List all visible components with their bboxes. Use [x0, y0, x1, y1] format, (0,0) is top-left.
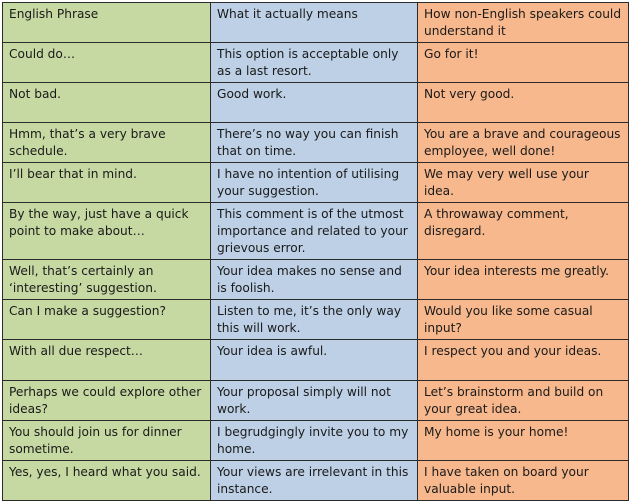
english-phrase-cell: You should join us for dinner sometime. — [2, 420, 211, 461]
interpretation-cell: Not very good. — [417, 82, 629, 123]
interpretation-cell: You are a brave and courageous employee,… — [417, 122, 629, 163]
meaning-cell: This comment is of the utmost importance… — [210, 202, 418, 260]
meaning-cell: This option is acceptable only as a last… — [210, 42, 418, 83]
interpretation-cell: Go for it! — [417, 42, 629, 83]
header-non-english-understanding: How non-English speakers could understan… — [417, 2, 629, 43]
table-row: With all due respect… Your idea is awful… — [2, 339, 629, 381]
table-row: Hmm, that’s a very brave schedule. There… — [2, 122, 629, 163]
meaning-cell: Your idea is awful. — [210, 339, 418, 381]
table-row: You should join us for dinner sometime. … — [2, 420, 629, 461]
interpretation-cell: Would you like some casual input? — [417, 299, 629, 340]
english-phrase-cell: I’ll bear that in mind. — [2, 162, 211, 203]
table-row: Perhaps we could explore other ideas? Yo… — [2, 380, 629, 421]
header-actual-meaning: What it actually means — [210, 2, 418, 43]
english-phrase-cell: Not bad. — [2, 82, 211, 123]
interpretation-cell: A throwaway comment, disregard. — [417, 202, 629, 260]
interpretation-cell: Your idea interests me greatly. — [417, 259, 629, 300]
table-row: By the way, just have a quick point to m… — [2, 202, 629, 260]
header-english-phrase: English Phrase — [2, 2, 211, 43]
table-row: Not bad. Good work. Not very good. — [2, 82, 629, 123]
interpretation-cell: We may very well use your idea. — [417, 162, 629, 203]
interpretation-cell: I have taken on board your valuable inpu… — [417, 460, 629, 501]
table-row: Could do… This option is acceptable only… — [2, 42, 629, 83]
table-row: Can I make a suggestion? Listen to me, i… — [2, 299, 629, 340]
meaning-cell: Your views are irrelevant in this instan… — [210, 460, 418, 501]
table-row: Yes, yes, I heard what you said. Your vi… — [2, 460, 629, 501]
meaning-cell: Your idea makes no sense and is foolish. — [210, 259, 418, 300]
english-phrase-cell: Can I make a suggestion? — [2, 299, 211, 340]
english-phrase-cell: Hmm, that’s a very brave schedule. — [2, 122, 211, 163]
table-row: I’ll bear that in mind. I have no intent… — [2, 162, 629, 203]
english-phrase-cell: Well, that’s certainly an ‘interesting’ … — [2, 259, 211, 300]
english-phrase-cell: Could do… — [2, 42, 211, 83]
english-phrase-cell: By the way, just have a quick point to m… — [2, 202, 211, 260]
interpretation-cell: I respect you and your ideas. — [417, 339, 629, 381]
meaning-cell: I begrudgingly invite you to my home. — [210, 420, 418, 461]
header-row: English Phrase What it actually means Ho… — [2, 2, 629, 43]
interpretation-cell: My home is your home! — [417, 420, 629, 461]
meaning-cell: Listen to me, it’s the only way this wil… — [210, 299, 418, 340]
interpretation-cell: Let’s brainstorm and build on your great… — [417, 380, 629, 421]
meaning-cell: Your proposal simply will not work. — [210, 380, 418, 421]
meaning-cell: Good work. — [210, 82, 418, 123]
meaning-cell: There’s no way you can finish that on ti… — [210, 122, 418, 163]
english-phrase-cell: Yes, yes, I heard what you said. — [2, 460, 211, 501]
english-phrase-cell: With all due respect… — [2, 339, 211, 381]
english-phrase-cell: Perhaps we could explore other ideas? — [2, 380, 211, 421]
table-row: Well, that’s certainly an ‘interesting’ … — [2, 259, 629, 300]
meaning-cell: I have no intention of utilising your su… — [210, 162, 418, 203]
